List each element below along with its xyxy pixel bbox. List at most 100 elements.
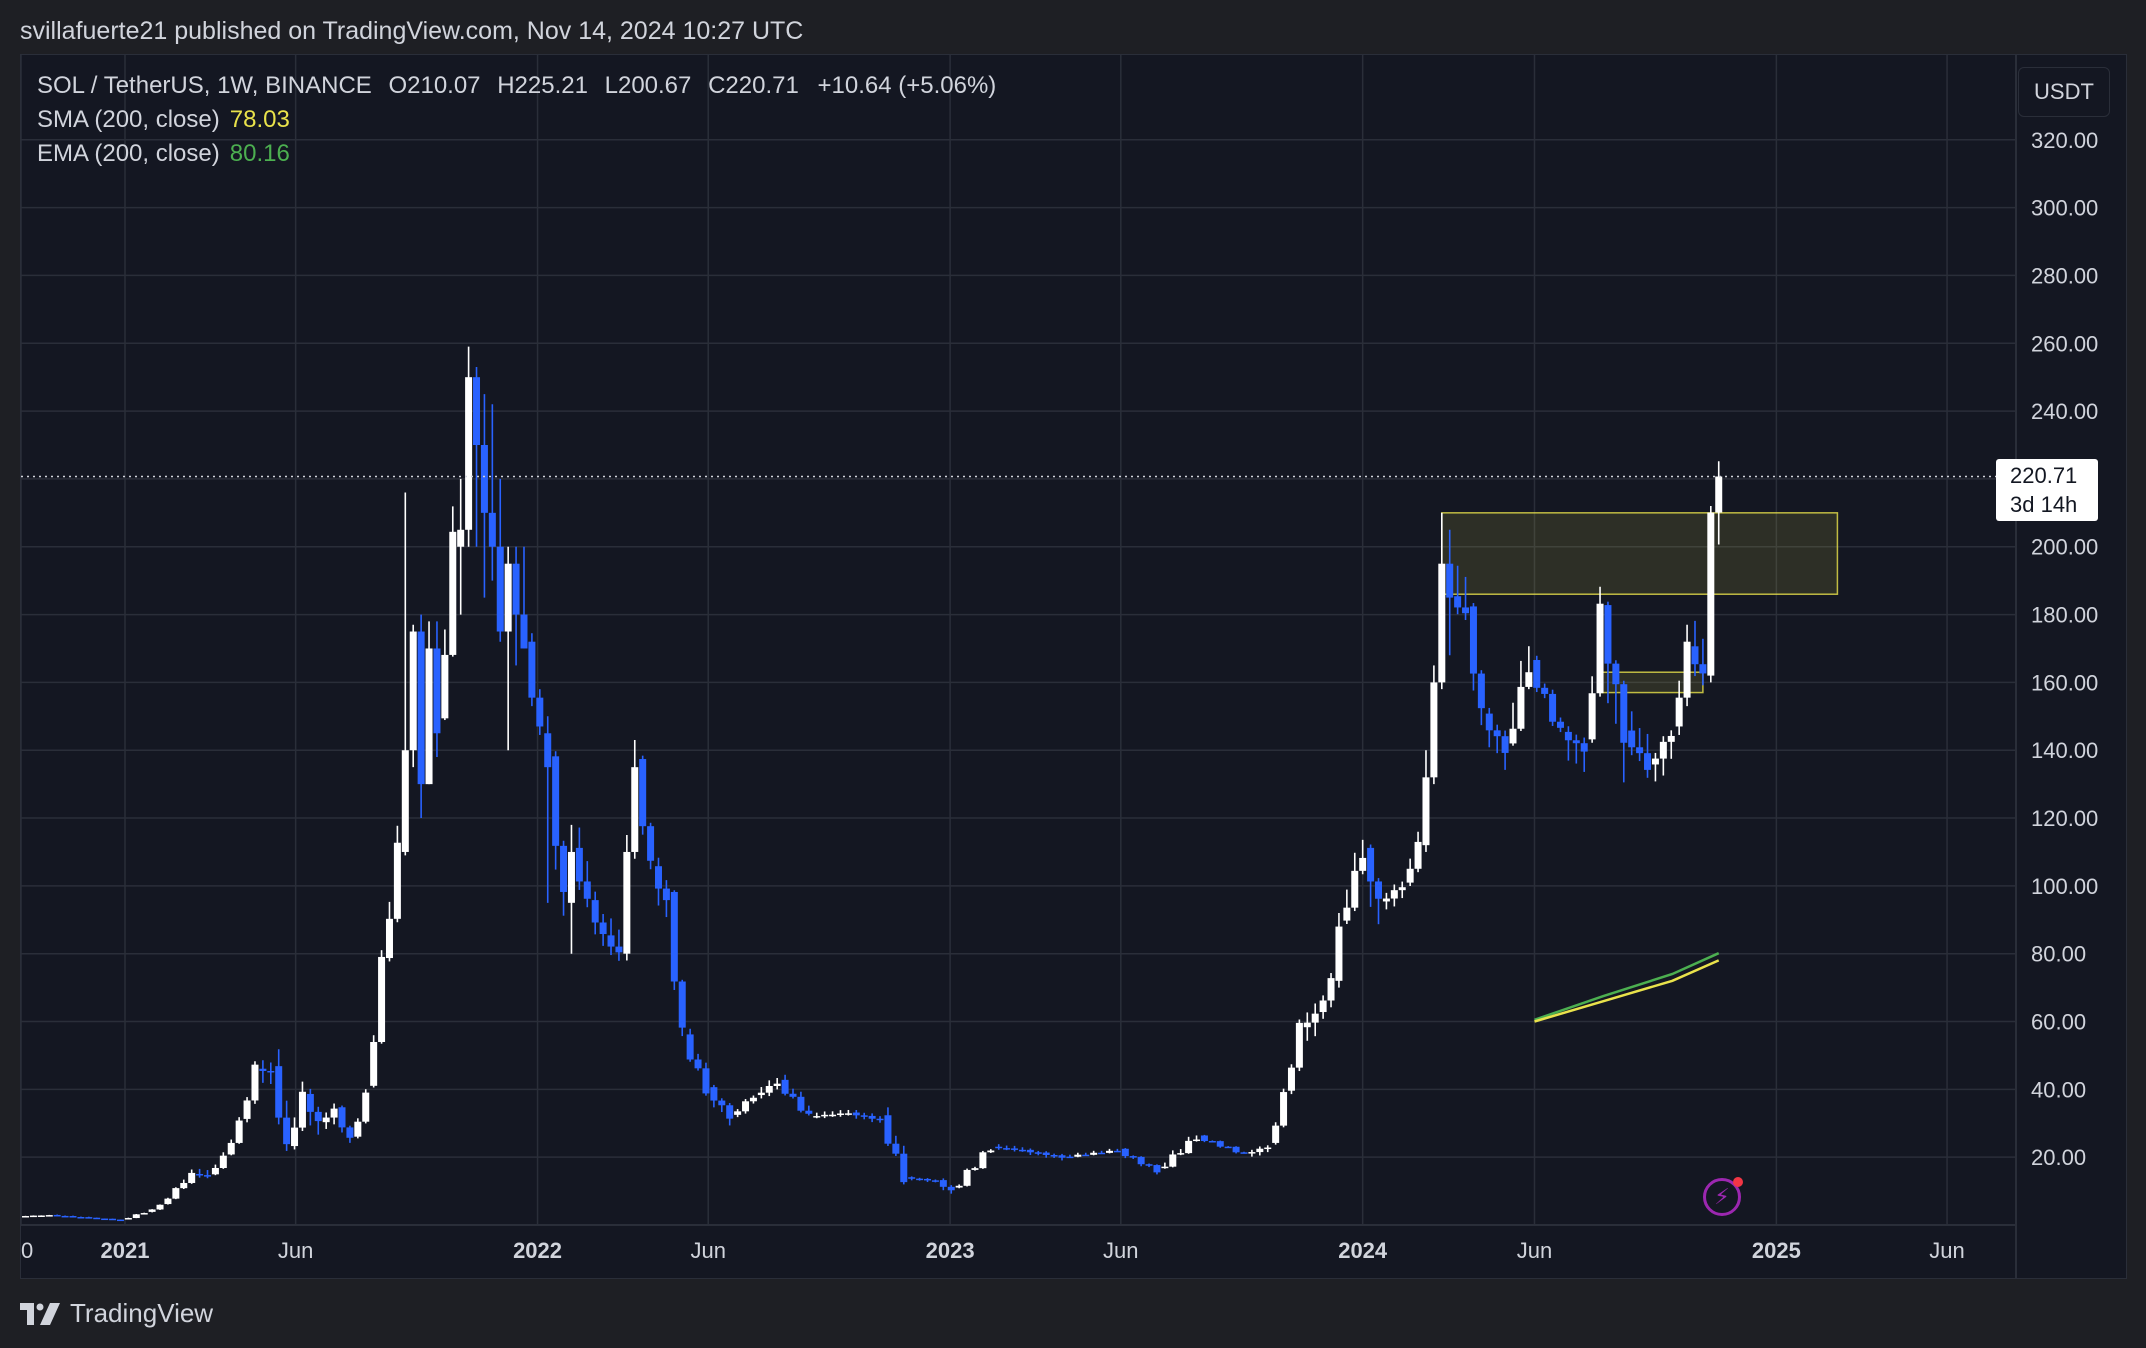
candle[interactable]	[1541, 683, 1549, 699]
candle[interactable]	[528, 633, 536, 707]
candle[interactable]	[385, 901, 393, 962]
candle[interactable]	[1335, 913, 1343, 988]
candle[interactable]	[1414, 831, 1422, 873]
candle[interactable]	[116, 1219, 124, 1222]
candle[interactable]	[805, 1105, 813, 1116]
candle[interactable]	[1422, 750, 1430, 852]
candle[interactable]	[1406, 858, 1414, 887]
candle[interactable]	[188, 1169, 196, 1184]
candle[interactable]	[235, 1117, 243, 1144]
candle[interactable]	[1485, 707, 1493, 748]
candle[interactable]	[283, 1100, 291, 1151]
candle[interactable]	[1644, 733, 1652, 778]
candle[interactable]	[924, 1178, 932, 1183]
candle[interactable]	[1193, 1135, 1201, 1142]
candle[interactable]	[1454, 565, 1462, 615]
candle[interactable]	[1113, 1148, 1121, 1153]
candle[interactable]	[1683, 624, 1691, 707]
candle[interactable]	[1042, 1151, 1050, 1158]
candle[interactable]	[1628, 711, 1636, 756]
candle[interactable]	[512, 546, 520, 666]
candle[interactable]	[1580, 737, 1588, 772]
candle[interactable]	[480, 394, 488, 598]
candle[interactable]	[346, 1125, 354, 1143]
candle[interactable]	[401, 492, 409, 856]
candle[interactable]	[1311, 1003, 1319, 1037]
candle[interactable]	[844, 1109, 852, 1116]
candle[interactable]	[1026, 1148, 1034, 1156]
candle[interactable]	[1588, 676, 1596, 743]
candle[interactable]	[987, 1149, 995, 1153]
candle[interactable]	[291, 1117, 299, 1150]
candle[interactable]	[1556, 717, 1564, 733]
candle[interactable]	[1129, 1155, 1137, 1159]
candle[interactable]	[662, 880, 670, 918]
candle[interactable]	[1280, 1088, 1288, 1128]
candle[interactable]	[797, 1091, 805, 1113]
candle[interactable]	[1691, 620, 1699, 677]
candle[interactable]	[947, 1185, 955, 1194]
candle[interactable]	[789, 1088, 797, 1099]
candle[interactable]	[164, 1197, 172, 1205]
candle[interactable]	[734, 1109, 742, 1118]
candle[interactable]	[275, 1049, 283, 1125]
candle[interactable]	[567, 824, 575, 954]
candle[interactable]	[465, 346, 473, 547]
candle[interactable]	[631, 740, 639, 859]
candle[interactable]	[425, 621, 433, 785]
candle[interactable]	[1651, 752, 1659, 782]
candle[interactable]	[520, 546, 528, 649]
candle[interactable]	[1153, 1164, 1161, 1175]
candle[interactable]	[45, 1214, 53, 1217]
candle[interactable]	[378, 950, 386, 1044]
candle[interactable]	[1430, 665, 1438, 785]
candle[interactable]	[1169, 1150, 1177, 1168]
candle[interactable]	[1509, 702, 1517, 746]
candle[interactable]	[243, 1097, 251, 1123]
candle[interactable]	[77, 1216, 85, 1219]
candle[interactable]	[132, 1214, 140, 1219]
candle[interactable]	[1620, 680, 1628, 783]
candle[interactable]	[963, 1168, 971, 1187]
currency-button[interactable]: USDT	[2018, 67, 2110, 117]
candle[interactable]	[1517, 660, 1525, 731]
candle[interactable]	[1382, 892, 1390, 910]
candle[interactable]	[813, 1112, 821, 1119]
candle[interactable]	[654, 857, 662, 906]
candle[interactable]	[757, 1087, 765, 1099]
price-chart[interactable]: 20.00 40.00 60.00 80.00 100.00 120.00 140.00 16…	[21, 55, 2126, 1278]
candle[interactable]	[979, 1150, 987, 1169]
candle[interactable]	[1034, 1150, 1042, 1156]
candle[interactable]	[852, 1110, 860, 1119]
candle[interactable]	[1398, 881, 1406, 899]
candle[interactable]	[1200, 1134, 1208, 1143]
candle[interactable]	[1351, 852, 1359, 912]
symbol-label[interactable]: SOL / TetherUS, 1W, BINANCE	[37, 72, 372, 99]
candle[interactable]	[1272, 1122, 1280, 1145]
candle[interactable]	[607, 918, 615, 956]
candle[interactable]	[473, 367, 481, 547]
candle[interactable]	[1327, 973, 1335, 1008]
candle[interactable]	[417, 614, 425, 819]
candle[interactable]	[148, 1209, 156, 1213]
candle[interactable]	[900, 1145, 908, 1185]
candle[interactable]	[1501, 730, 1509, 770]
candle[interactable]	[1082, 1152, 1090, 1157]
candle[interactable]	[1375, 878, 1383, 925]
candle[interactable]	[1074, 1152, 1082, 1158]
candle[interactable]	[504, 546, 512, 751]
candle[interactable]	[1058, 1153, 1066, 1161]
candle[interactable]	[109, 1218, 117, 1221]
candle[interactable]	[583, 861, 591, 908]
candle[interactable]	[1256, 1146, 1264, 1156]
candle[interactable]	[1248, 1149, 1256, 1157]
candle[interactable]	[85, 1216, 93, 1219]
candle[interactable]	[457, 478, 465, 615]
candle[interactable]	[53, 1214, 61, 1217]
candle[interactable]	[1224, 1146, 1232, 1149]
candle[interactable]	[409, 624, 417, 768]
candle[interactable]	[710, 1084, 718, 1108]
candle[interactable]	[362, 1089, 370, 1124]
candle[interactable]	[496, 478, 504, 642]
candle[interactable]	[1003, 1145, 1011, 1151]
